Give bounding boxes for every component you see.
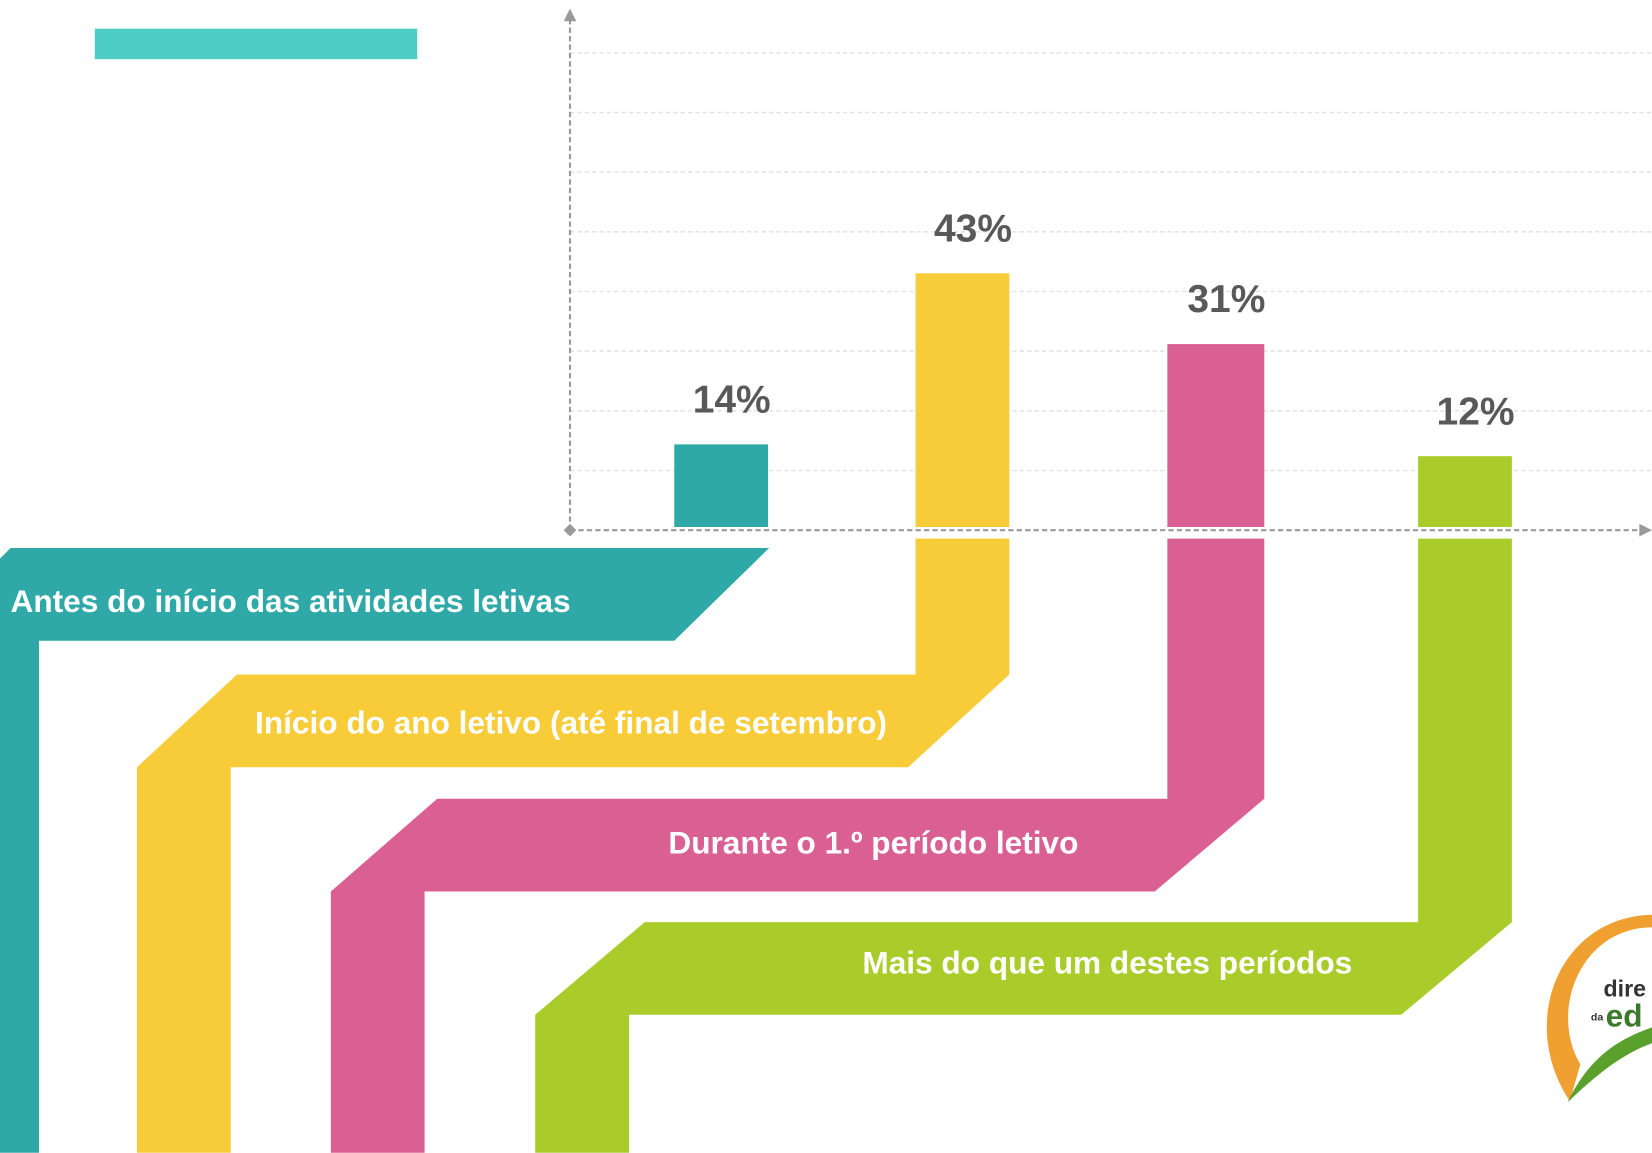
- axis-arrow: [563, 8, 577, 22]
- value-label: 14%: [693, 379, 771, 422]
- axis-origin: [563, 523, 577, 537]
- ribbon: [535, 538, 1512, 1153]
- axis-arrow: [1639, 523, 1652, 537]
- grid: [569, 52, 1652, 472]
- value-label: 31%: [1187, 278, 1265, 321]
- header-bar: [94, 28, 418, 60]
- logo-arc: [1546, 914, 1652, 1102]
- logo: dire da ed: [1546, 914, 1652, 1103]
- bar: [915, 273, 1010, 527]
- bar: [1418, 456, 1512, 527]
- bar: [1167, 344, 1265, 527]
- logo-leaf: [1567, 1027, 1652, 1103]
- category-label: Início do ano letivo (até final de setem…: [255, 704, 887, 740]
- logo-text: da: [1591, 1012, 1603, 1024]
- category-label: Mais do que um destes períodos: [862, 945, 1352, 981]
- logo-text: ed: [1606, 997, 1643, 1033]
- ribbon: [0, 548, 770, 1153]
- value-label: 12%: [1437, 390, 1515, 433]
- category-label: Antes do início das atividades letivas: [11, 583, 571, 619]
- logo-text: dire: [1604, 976, 1647, 1002]
- ribbon: [136, 538, 1010, 1153]
- ribbon: [330, 538, 1265, 1153]
- bar: [674, 444, 769, 527]
- value-label: 43%: [934, 207, 1012, 250]
- category-label: Durante o 1.º período letivo: [668, 825, 1078, 861]
